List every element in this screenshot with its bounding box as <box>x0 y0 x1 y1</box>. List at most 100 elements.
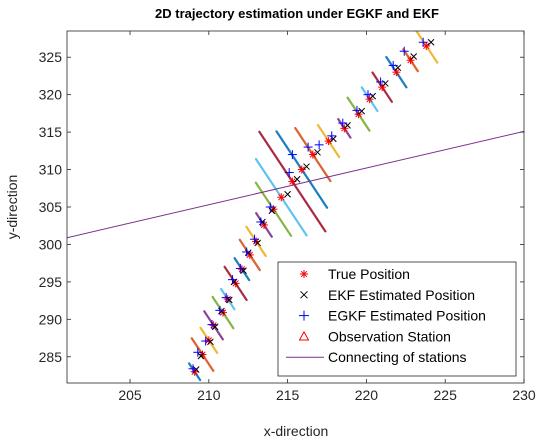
asterisk-stroke <box>260 221 268 229</box>
legend-true-icon <box>300 270 308 278</box>
x-stroke <box>381 80 389 87</box>
asterisk-stroke <box>393 69 400 76</box>
plot-marks <box>67 31 524 382</box>
ekf-estimated-point <box>192 366 200 373</box>
y-tick-label: 295 <box>39 274 63 290</box>
egkf-estimated-point <box>227 275 237 285</box>
y-tick-label: 320 <box>39 87 63 103</box>
ekf-estimated-point <box>358 107 366 115</box>
ekf-estimated-point <box>197 352 205 360</box>
x-stroke <box>192 366 200 373</box>
y-tick-label: 300 <box>39 236 63 252</box>
x-stroke <box>344 122 351 129</box>
legend-label: True Position <box>328 266 410 282</box>
x-stroke <box>394 64 402 72</box>
x-stroke <box>254 239 262 247</box>
x-stroke <box>225 296 233 304</box>
egkf-estimated-point <box>352 105 362 115</box>
egkf-estimated-point <box>327 131 337 141</box>
x-stroke <box>207 338 214 346</box>
y-tick-label: 305 <box>39 199 63 215</box>
y-tick-label: 315 <box>39 124 63 140</box>
ekf-estimated-point <box>427 38 435 46</box>
x-stroke <box>329 135 337 143</box>
legend-egkf-icon <box>299 310 309 321</box>
chart-title: 2D trajectory estimation under EGKF and … <box>155 6 439 21</box>
egkf-estimated-point <box>221 293 231 303</box>
x-stroke <box>284 190 291 198</box>
egkf-estimated-point <box>201 336 211 346</box>
legend-ekf-icon <box>300 290 308 299</box>
legend-label: Connecting of stations <box>328 349 467 365</box>
x-stroke <box>293 175 301 183</box>
x-tick-label: 215 <box>276 387 300 403</box>
egkf-estimated-point <box>338 118 348 128</box>
asterisk-stroke <box>423 42 430 50</box>
x-stroke <box>268 207 276 215</box>
egkf-estimated-point <box>193 347 203 357</box>
ekf-estimated-point <box>381 80 389 87</box>
x-stroke <box>358 107 366 115</box>
x-stroke <box>427 38 435 46</box>
x-tick-label: 210 <box>197 387 221 403</box>
asterisk-stroke <box>289 178 296 185</box>
asterisk-stroke <box>278 194 285 201</box>
true-position-point <box>392 68 401 77</box>
legend-label: EGKF Estimated Position <box>328 308 486 324</box>
x-stroke <box>314 148 321 156</box>
ekf-estimated-point <box>254 239 262 247</box>
egkf-estimated-point <box>363 90 373 100</box>
egkf-estimated-point <box>265 202 275 212</box>
ekf-estimated-point <box>207 338 214 346</box>
station-connecting-line <box>67 130 524 239</box>
ekf-estimated-point <box>303 163 310 170</box>
true-position-point <box>277 193 286 202</box>
y-tick-label: 290 <box>39 311 63 327</box>
y-tick-label: 285 <box>39 349 63 365</box>
legend-label: EKF Estimated Position <box>328 287 475 303</box>
x-tick-label: 230 <box>512 387 536 403</box>
axis-ticks: 205 210 215 220 225 230 285 290 295 300 305 310 315 3… <box>39 31 536 403</box>
egkf-estimated-point <box>215 305 225 315</box>
x-tick-label: 225 <box>434 387 458 403</box>
x-tick-label: 220 <box>355 387 379 403</box>
y-tick-label: 325 <box>39 49 63 65</box>
y-tick-label: 310 <box>39 162 63 178</box>
legend: True Position EKF Estimated Position EGKF … <box>277 261 517 377</box>
egkf-estimated-point <box>418 37 428 47</box>
x-stroke <box>300 290 308 299</box>
egkf-estimated-point <box>242 247 252 257</box>
x-tick-label: 205 <box>118 387 142 403</box>
egkf-estimated-point <box>188 364 198 374</box>
ekf-estimated-point <box>284 190 291 198</box>
x-stroke <box>211 323 219 331</box>
legend-station-icon <box>298 330 310 341</box>
asterisk-stroke <box>325 137 332 145</box>
egkf-estimated-point <box>399 46 409 56</box>
asterisk-stroke <box>309 151 317 158</box>
x-axis-label: x-direction <box>264 423 329 439</box>
egkf-estimated-point <box>207 320 217 330</box>
egkf-estimated-point <box>235 263 245 273</box>
legend-label: Observation Station <box>328 328 451 344</box>
egkf-estimated-point <box>250 234 260 244</box>
egkf-estimated-point <box>284 168 294 178</box>
x-stroke <box>410 53 418 60</box>
ekf-estimated-point <box>410 53 418 60</box>
x-stroke <box>369 92 377 100</box>
y-axis-label: y-direction <box>4 175 20 240</box>
true-position-point <box>297 165 306 174</box>
ekf-estimated-point <box>293 175 301 183</box>
asterisk-stroke <box>300 270 308 278</box>
ekf-estimated-point <box>314 148 321 156</box>
x-stroke <box>197 352 205 360</box>
x-stroke <box>303 163 310 170</box>
egkf-estimated-point <box>256 217 266 227</box>
egkf-estimated-point <box>303 142 313 152</box>
asterisk-stroke <box>298 166 305 173</box>
x-stroke <box>240 267 247 275</box>
egkf-estimated-point <box>314 140 324 150</box>
egkf-estimated-point <box>388 60 398 70</box>
egkf-estimated-point <box>376 77 386 87</box>
